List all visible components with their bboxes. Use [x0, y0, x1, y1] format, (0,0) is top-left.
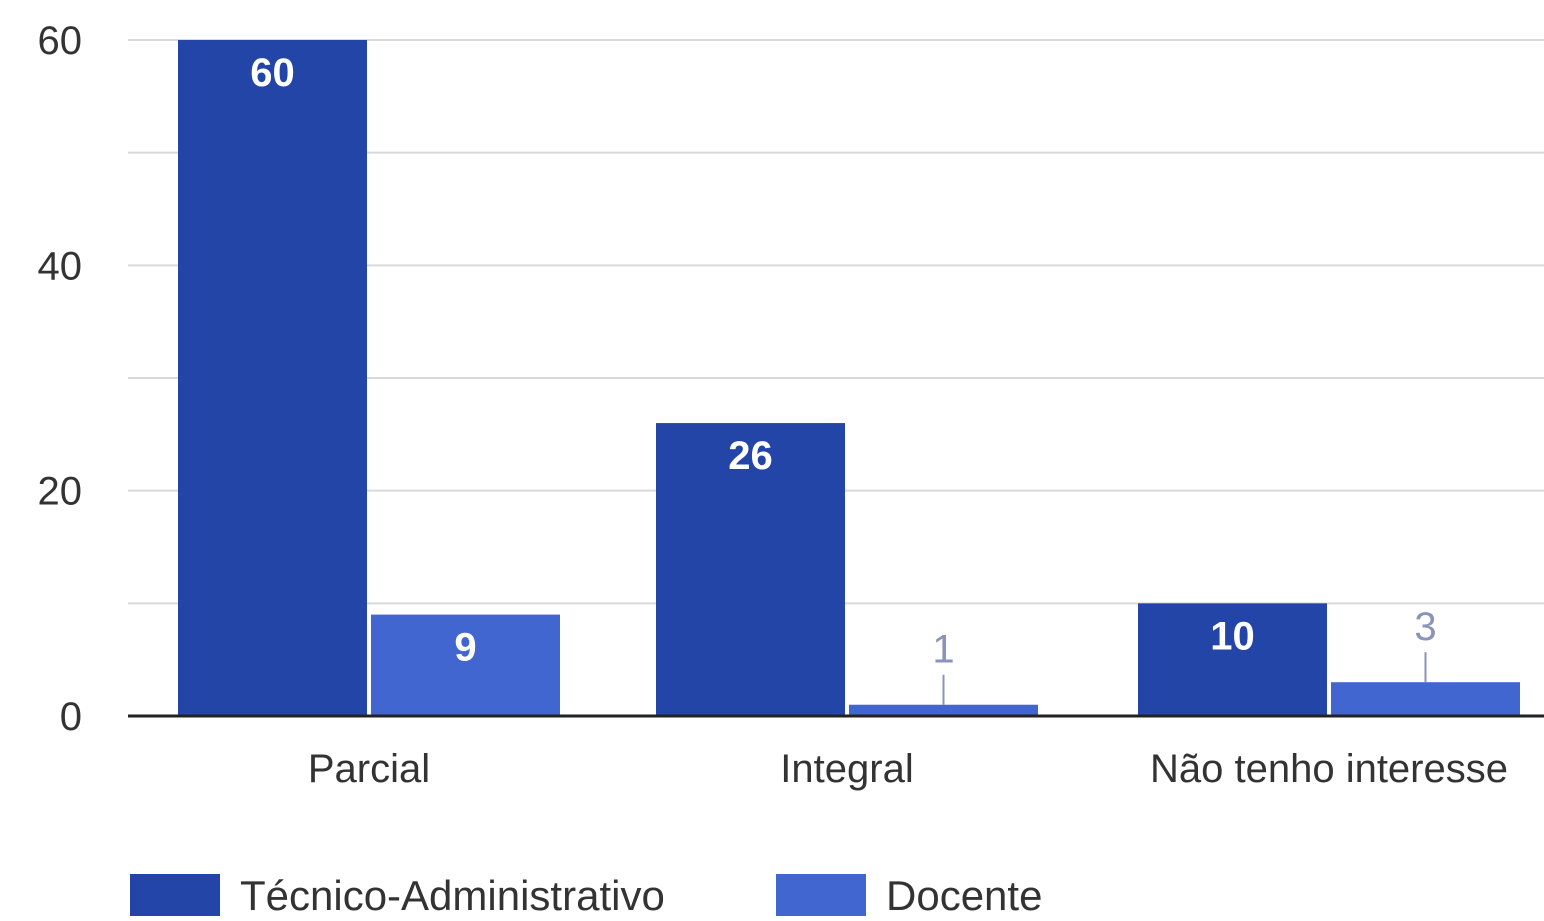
bar	[371, 614, 560, 716]
y-tick-label: 40	[38, 244, 83, 288]
data-label: 26	[728, 434, 773, 478]
data-label: 1	[932, 628, 954, 672]
bar	[178, 40, 367, 716]
y-tick-label: 0	[60, 695, 82, 739]
bars	[178, 40, 1520, 716]
legend-swatch	[130, 874, 220, 916]
data-label: 9	[454, 626, 476, 670]
x-tick-label: Não tenho interesse	[1150, 747, 1508, 791]
legend-label: Técnico-Administrativo	[240, 872, 665, 916]
bar	[1138, 603, 1327, 716]
bar	[849, 704, 1038, 716]
y-tick-label: 20	[38, 470, 83, 514]
data-label: 60	[250, 51, 295, 95]
bar	[656, 423, 845, 716]
data-label: 10	[1210, 614, 1255, 658]
y-tick-label: 60	[38, 19, 83, 63]
legend: Técnico-Administrativo Docente	[130, 872, 1042, 919]
bar	[1331, 682, 1520, 716]
x-tick-label: Integral	[780, 747, 913, 791]
data-label: 3	[1414, 605, 1436, 649]
legend-swatch	[776, 874, 866, 916]
data-labels: 60 26 10 9 1 3	[250, 51, 1437, 705]
legend-label: Docente	[886, 872, 1042, 916]
x-axis-ticks: Parcial Integral Não tenho interesse	[308, 747, 1508, 791]
y-axis-ticks: 0 20 40 60	[38, 19, 83, 739]
x-tick-label: Parcial	[308, 747, 430, 791]
